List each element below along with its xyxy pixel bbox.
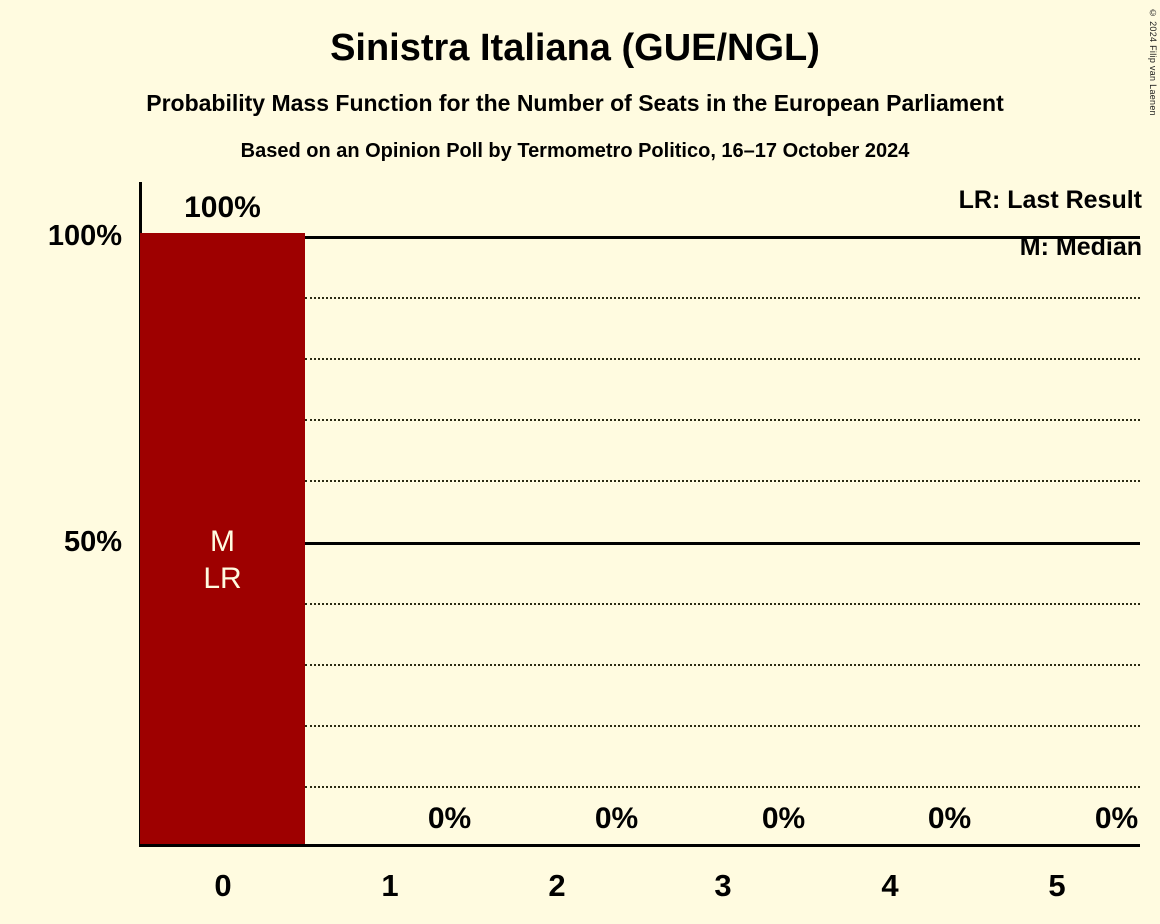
- gridline-100: [305, 236, 1140, 239]
- x-axis-line: [139, 844, 1140, 847]
- gridline-90: [305, 297, 1140, 299]
- chart-source-note: Based on an Opinion Poll by Termometro P…: [240, 140, 910, 162]
- gridline-70: [305, 419, 1140, 421]
- y-axis-tick-labels: 100% 50%: [0, 182, 122, 847]
- gridline-40: [305, 603, 1140, 605]
- legend-last-result: LR: Last Result: [958, 186, 1142, 214]
- bar-value-label-3: 0%: [761, 802, 806, 835]
- bar-value-label-0: 100%: [184, 191, 261, 224]
- chart-subtitle: Probability Mass Function for the Number…: [146, 90, 1004, 116]
- median-marker-label: M: [210, 525, 235, 558]
- y-tick-label-50: 50%: [63, 526, 122, 558]
- bar-value-label-2: 0%: [594, 802, 639, 835]
- gridline-80: [305, 358, 1140, 360]
- bar-value-label-1: 0%: [427, 802, 472, 835]
- x-tick-label-2: 2: [548, 868, 566, 903]
- bar-value-label-4: 0%: [927, 802, 972, 835]
- gridline-30: [305, 664, 1140, 666]
- y-tick-label-100: 100%: [47, 220, 122, 252]
- bar-seats-0[interactable]: M LR: [140, 233, 305, 844]
- copyright-notice: © 2024 Filip van Laenen: [1148, 8, 1158, 116]
- x-tick-label-1: 1: [381, 868, 399, 903]
- x-tick-label-0: 0: [214, 868, 232, 903]
- gridline-60: [305, 480, 1140, 482]
- last-result-marker-label: LR: [203, 562, 242, 595]
- x-tick-label-3: 3: [714, 868, 732, 903]
- gridline-10: [305, 786, 1140, 788]
- plot-area: M LR 100% 0% 0% 0% 0% 0%: [139, 182, 1140, 847]
- x-tick-label-5: 5: [1048, 868, 1066, 903]
- gridline-20: [305, 725, 1140, 727]
- bar-value-label-5: 0%: [1094, 802, 1139, 835]
- x-tick-label-4: 4: [881, 868, 899, 903]
- page-title: Sinistra Italiana (GUE/NGL): [330, 27, 820, 69]
- gridline-50: [305, 542, 1140, 545]
